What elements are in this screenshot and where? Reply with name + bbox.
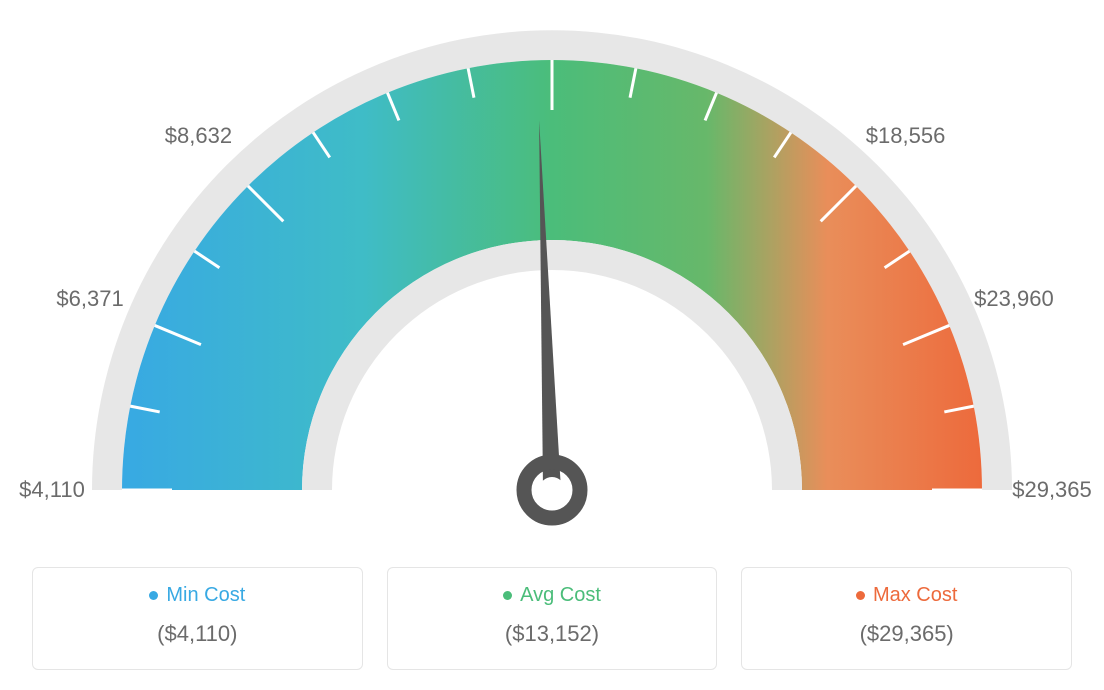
legend-row: Min Cost ($4,110) Avg Cost ($13,152) Max…: [0, 567, 1104, 670]
legend-dot-avg: [503, 591, 512, 600]
legend-value-max: ($29,365): [754, 621, 1059, 647]
legend-value-avg: ($13,152): [400, 621, 705, 647]
legend-value-min: ($4,110): [45, 621, 350, 647]
gauge-svg: [0, 0, 1104, 540]
legend-title-min-text: Min Cost: [166, 584, 245, 607]
legend-card-min: Min Cost ($4,110): [32, 567, 363, 670]
legend-card-max: Max Cost ($29,365): [741, 567, 1072, 670]
gauge-tick-label: $4,110: [19, 477, 85, 503]
gauge-tick-label: $18,556: [866, 123, 946, 149]
legend-dot-min: [149, 591, 158, 600]
legend-card-avg: Avg Cost ($13,152): [387, 567, 718, 670]
gauge-tick-label: $23,960: [974, 286, 1054, 312]
gauge-tick-label: $29,365: [1012, 477, 1092, 503]
cost-gauge-chart: $4,110 $6,371 $8,632 $13,152 $18,556 $23,960 $…: [0, 0, 1104, 690]
gauge-tick-label: $6,371: [56, 286, 123, 312]
legend-title-avg-text: Avg Cost: [520, 584, 601, 607]
gauge-tick-label: $13,152: [512, 0, 592, 3]
gauge-area: $4,110 $6,371 $8,632 $13,152 $18,556 $23,960 $…: [0, 0, 1104, 540]
legend-title-min: Min Cost: [149, 584, 245, 607]
legend-title-max: Max Cost: [856, 584, 957, 607]
legend-dot-max: [856, 591, 865, 600]
legend-title-avg: Avg Cost: [503, 584, 601, 607]
gauge-tick-label: $8,632: [165, 123, 232, 149]
legend-title-max-text: Max Cost: [873, 584, 957, 607]
